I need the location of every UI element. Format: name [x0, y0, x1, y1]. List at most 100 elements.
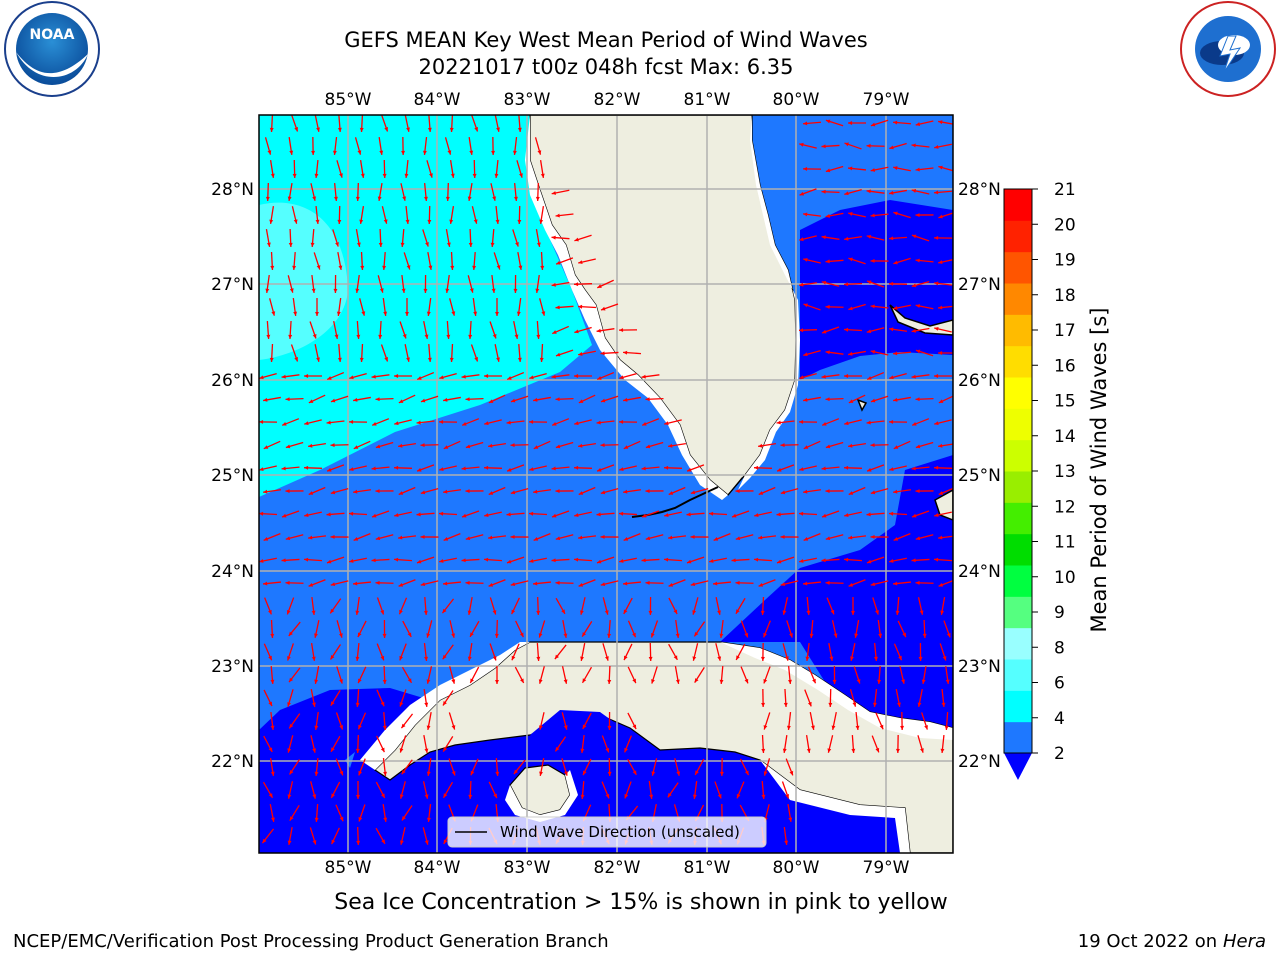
wind-arrow [735, 580, 754, 585]
wind-arrow [493, 252, 501, 270]
wind-arrow [760, 642, 765, 662]
wind-arrow [399, 827, 406, 845]
wind-arrow [551, 558, 570, 563]
colorbar-segment [1004, 220, 1032, 253]
wind-arrow [799, 235, 817, 242]
wind-arrow [450, 251, 455, 271]
wind-arrow [897, 620, 907, 638]
wind-arrow [494, 619, 499, 639]
wind-arrow [851, 734, 856, 754]
wind-arrow [825, 534, 844, 541]
wind-arrow [483, 465, 503, 470]
wind-arrow [442, 644, 454, 660]
wind-arrow [398, 442, 416, 448]
wind-arrow [310, 183, 317, 201]
lon-label: 83°W [504, 90, 551, 110]
wind-arrow [287, 643, 294, 661]
wind-arrow [292, 159, 297, 179]
wind-arrow [712, 581, 732, 586]
wind-arrow [355, 229, 361, 247]
wind-arrow [516, 297, 522, 317]
wind-arrow [555, 597, 566, 615]
wind-arrow [355, 274, 360, 294]
wind-arrow [448, 712, 456, 730]
wind-arrow [285, 489, 304, 494]
wind-arrow [403, 252, 411, 270]
wind-arrow [911, 143, 930, 148]
colorbar-tick-label: 11 [1054, 533, 1076, 553]
wind-arrow [663, 557, 683, 562]
wind-arrow [911, 189, 930, 195]
wind-arrow [713, 533, 731, 541]
wind-arrow [753, 465, 773, 470]
wind-arrow [786, 620, 793, 638]
wind-arrow [416, 371, 435, 381]
wind-arrow [875, 712, 884, 730]
wind-arrow [426, 758, 432, 776]
wind-arrow [866, 234, 885, 241]
wind-arrow [574, 326, 592, 334]
wind-arrow [872, 688, 878, 708]
colorbar-tick-label: 8 [1054, 638, 1065, 658]
wind-arrow [574, 374, 592, 378]
wind-arrow [667, 782, 679, 798]
wind-arrow [828, 688, 833, 708]
wind-arrow [461, 374, 480, 379]
wind-arrow [763, 712, 771, 730]
wind-arrow [304, 374, 322, 378]
wind-arrow [348, 511, 368, 516]
wind-arrow [355, 182, 360, 202]
wind-arrow [281, 558, 300, 563]
wind-arrow [667, 535, 687, 540]
wind-arrow [382, 665, 387, 685]
wind-arrow [495, 205, 500, 225]
wind-arrow [404, 115, 410, 132]
wind-arrow [686, 512, 705, 517]
lat-label: 27°N [958, 275, 1001, 295]
wind-arrow [265, 274, 270, 294]
wind-arrow [514, 666, 525, 684]
wind-arrow [627, 666, 637, 684]
wind-arrow [285, 534, 304, 541]
wind-arrow [641, 418, 660, 426]
colorbar-tick-label: 9 [1054, 603, 1065, 623]
wind-arrow [333, 274, 338, 294]
colorbar-tick-label: 4 [1054, 709, 1065, 729]
colorbar-tick-label: 19 [1054, 251, 1076, 271]
wind-arrow [314, 620, 320, 638]
wind-arrow [495, 666, 499, 684]
wind-arrow [357, 712, 367, 730]
wind-arrow [776, 512, 795, 517]
wind-arrow [420, 487, 439, 495]
wind-arrow [539, 758, 545, 776]
wind-arrow [371, 374, 390, 379]
wind-arrow [314, 344, 320, 362]
wind-arrow [870, 304, 889, 309]
wind-arrow [843, 327, 863, 332]
wind-arrow [848, 212, 866, 218]
wind-arrow [382, 711, 387, 731]
wind-arrow [911, 280, 930, 288]
wind-arrow [420, 534, 439, 539]
wind-arrow [402, 620, 412, 638]
wind-arrow [574, 511, 592, 517]
wind-arrow [786, 711, 792, 731]
wind-arrow [512, 229, 519, 247]
wind-arrow [535, 229, 541, 247]
wind-arrow [309, 827, 317, 845]
wind-arrow [911, 510, 930, 518]
wind-arrow [783, 688, 788, 708]
wind-arrow [420, 395, 439, 403]
wind-arrow [888, 327, 908, 332]
wind-arrow [270, 619, 275, 639]
colorbar-segment [1004, 251, 1032, 284]
wind-arrow [468, 228, 473, 248]
wind-arrow [449, 298, 456, 316]
wind-arrow [445, 182, 450, 202]
wind-arrow [601, 781, 610, 799]
wind-arrow [382, 804, 388, 822]
wind-arrow [534, 137, 542, 155]
wind-arrow [472, 251, 477, 271]
wind-arrow [870, 534, 889, 539]
wind-arrow [731, 510, 750, 518]
